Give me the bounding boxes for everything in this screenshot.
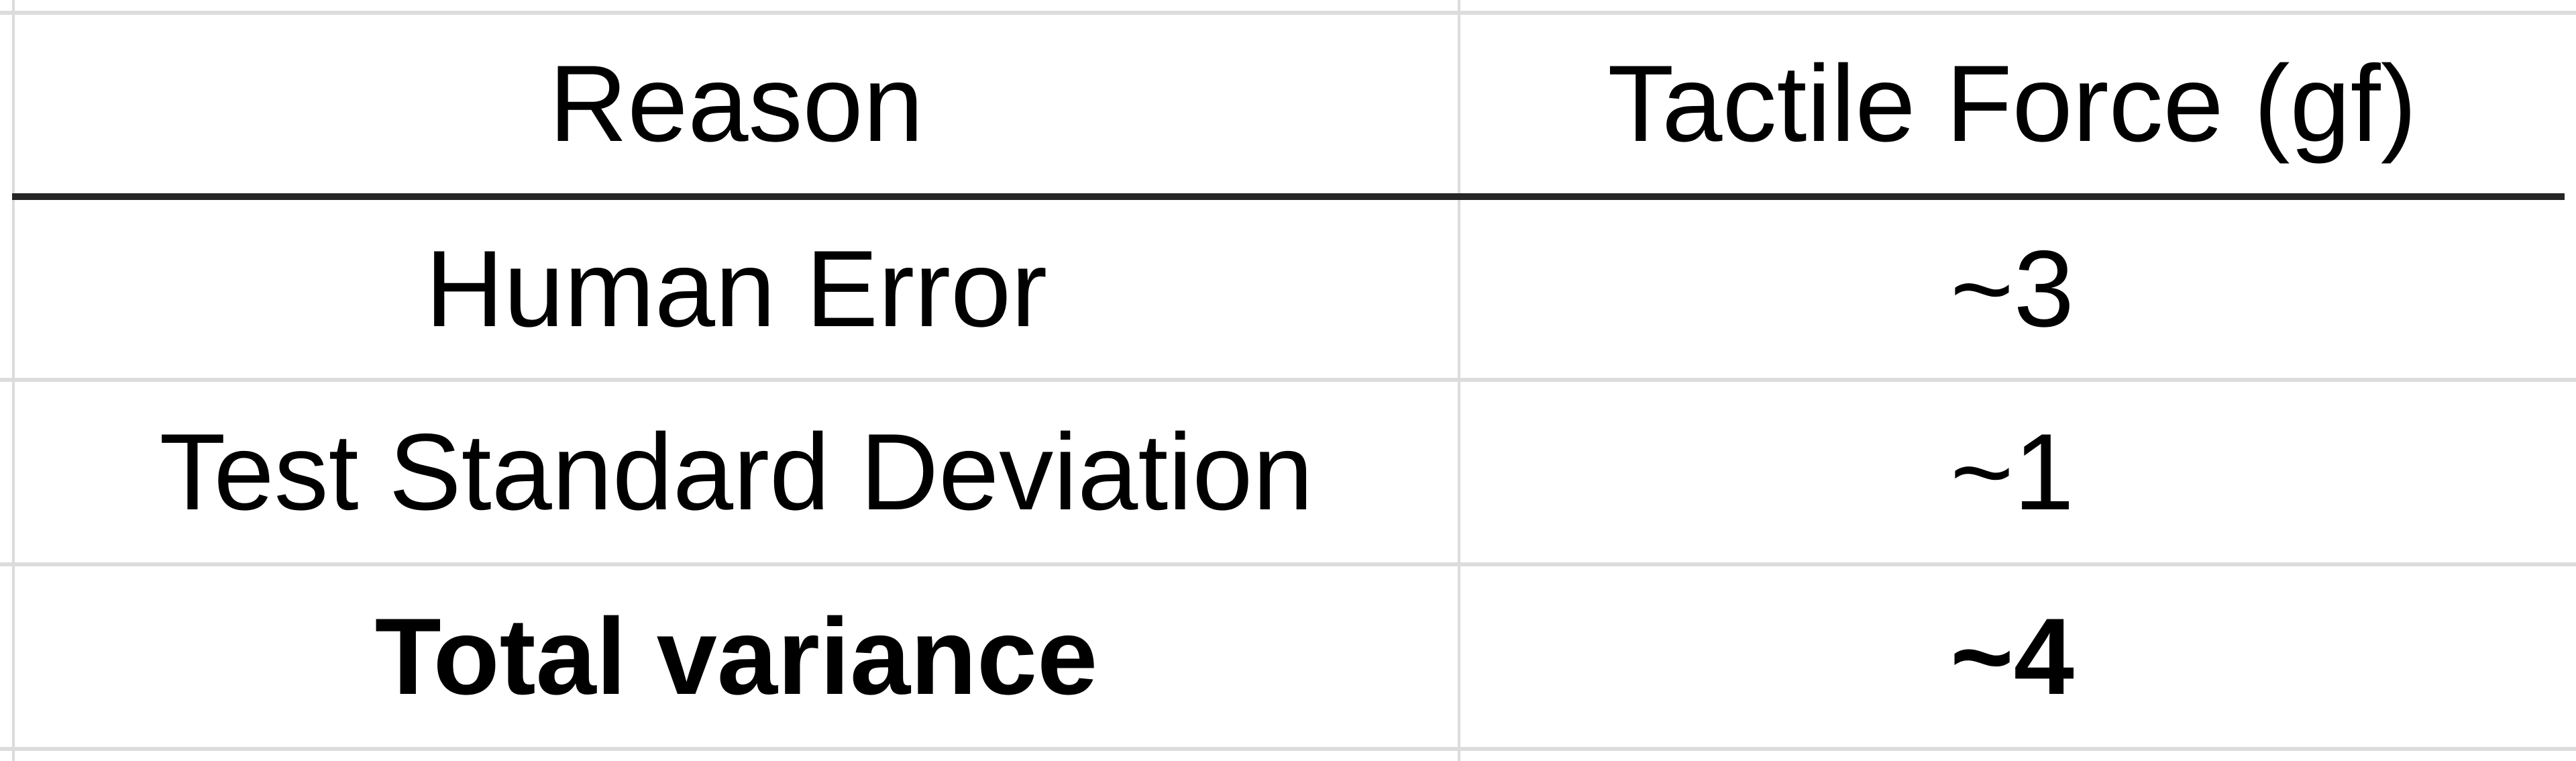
cell-reason-human-error[interactable]: Human Error — [425, 227, 1048, 350]
gridline-bottom — [0, 747, 2576, 751]
cell-force-test-std-dev[interactable]: ~1 — [1950, 411, 2074, 533]
cell-force-human-error[interactable]: ~3 — [1950, 227, 2074, 350]
cell-reason-total-variance[interactable]: Total variance — [374, 595, 1098, 717]
header-border — [12, 193, 2565, 200]
header-tactile-force[interactable]: Tactile Force (gf) — [1607, 43, 2417, 164]
cell-reason-test-std-dev[interactable]: Test Standard Deviation — [159, 411, 1313, 533]
gridline-row-1 — [0, 378, 2576, 382]
cell-force-total-variance[interactable]: ~4 — [1950, 595, 2074, 717]
header-reason[interactable]: Reason — [549, 43, 924, 164]
gridline-left — [12, 0, 15, 761]
gridline-top — [0, 11, 2576, 15]
column-divider — [1458, 0, 1460, 761]
gridline-row-2 — [0, 562, 2576, 566]
